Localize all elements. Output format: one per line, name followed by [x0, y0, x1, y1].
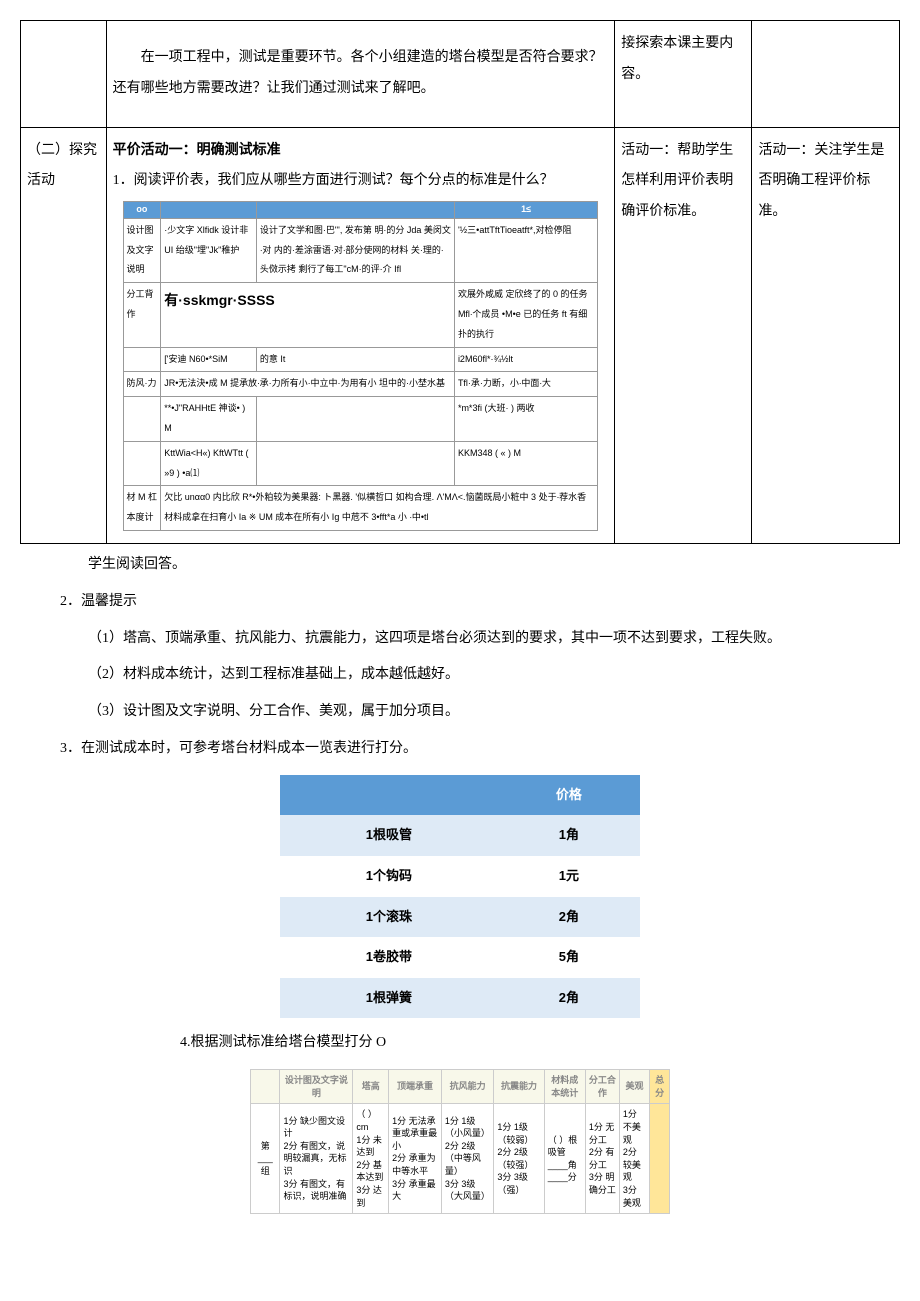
col1-row1	[21, 21, 107, 128]
cell-quake: 1分 1级（较弱） 2分 2级（较强） 3分 3级（强）	[494, 1104, 544, 1214]
activity-q1: 1．阅读评价表，我们应从哪些方面进行测试？每个分点的标准是什么？	[113, 166, 609, 197]
tip-3: （3）设计图及文字说明、分工合作、美观，属于加分项目。	[60, 697, 860, 728]
activity-cell: 平价活动一：明确测试标准 1．阅读评价表，我们应从哪些方面进行测试？每个分点的标…	[106, 127, 615, 543]
eval-h2	[256, 202, 454, 219]
tip-2: （2）材料成本统计，达到工程标准基础上，成本越低越好。	[60, 660, 860, 691]
intro-text: 在一项工程中，测试是重要环节。各个小组建造的塔台模型是否符合要求？还有哪些地方需…	[113, 43, 609, 105]
eval-h1	[161, 202, 257, 219]
price-item: 1根吸管	[280, 815, 498, 856]
cell-total	[650, 1104, 670, 1214]
sh-0	[251, 1070, 280, 1104]
cell-height: （ ）cm 1分 未达到 2分 基本达到 3分 达到	[353, 1104, 389, 1214]
cell-weight: 1分 无法承重或承重最小 2分 承重为中等水平 3分 承重最大	[389, 1104, 442, 1214]
section-label: （二）探究活动	[21, 127, 107, 543]
price-value: 1角	[498, 815, 640, 856]
sh-4: 抗风能力	[441, 1070, 494, 1104]
score-row-label: 第___组	[251, 1104, 280, 1214]
sh-1: 设计图及文字说明	[280, 1070, 353, 1104]
cell-beauty: 1分 不美观 2分 较美观 3分 美观	[619, 1104, 649, 1214]
price-item: 1卷胶带	[280, 937, 498, 978]
cell-coop: 1分 无分工 2分 有分工 3分 明确分工	[585, 1104, 619, 1214]
lesson-plan-table: 在一项工程中，测试是重要环节。各个小组建造的塔台模型是否符合要求？还有哪些地方需…	[20, 20, 900, 544]
right2-row2: 活动一：关注学生是否明确工程评价标准。	[752, 127, 900, 543]
score-table: 设计图及文字说明 塔高 顶端承重 抗风能力 抗震能力 材料成本统计 分工合作 美…	[250, 1069, 670, 1214]
cell-design: 1分 缺少图文设计 2分 有图文，说明较漏真，无标识 3分 有图文，有标识，说明…	[280, 1104, 353, 1214]
price-value: 2角	[498, 978, 640, 1019]
price-value: 1元	[498, 856, 640, 897]
price-item: 1个钩码	[280, 856, 498, 897]
price-row: 1个滚珠2角	[280, 897, 640, 938]
cell-wind: 1分 1级（小风量） 2分 2级（中等风量） 3分 3级（大风量）	[441, 1104, 494, 1214]
intro-cell: 在一项工程中，测试是重要环节。各个小组建造的塔台模型是否符合要求？还有哪些地方需…	[106, 21, 615, 128]
price-header-item	[280, 775, 498, 816]
step-3: 3．在测试成本时，可参考塔台材料成本一览表进行打分。	[60, 734, 860, 765]
cell-cost: （ ）根吸管 ____角 ____分	[544, 1104, 585, 1214]
body-section: 学生阅读回答。 2．温馨提示 （1）塔高、顶端承重、抗风能力、抗震能力，这四项是…	[60, 550, 860, 1214]
sh-9: 总分	[650, 1070, 670, 1104]
right2-row1	[752, 21, 900, 128]
sh-8: 美观	[619, 1070, 649, 1104]
price-item: 1个滚珠	[280, 897, 498, 938]
price-row: 1个钩码1元	[280, 856, 640, 897]
sh-6: 材料成本统计	[544, 1070, 585, 1104]
tips-heading: 2．温馨提示	[60, 587, 860, 618]
sh-3: 顶端承重	[389, 1070, 442, 1104]
price-table: 价格 1根吸管1角1个钩码1元1个滚珠2角1卷胶带5角1根弹簧2角	[280, 775, 640, 1019]
price-value: 2角	[498, 897, 640, 938]
right1-row2: 活动一：帮助学生怎样利用评价表明确评价标准。	[615, 127, 752, 543]
price-header-price: 价格	[498, 775, 640, 816]
price-row: 1根弹簧2角	[280, 978, 640, 1019]
price-row: 1卷胶带5角	[280, 937, 640, 978]
price-value: 5角	[498, 937, 640, 978]
mini-eval-table: oo 1≤ 设计图及文字说明·少文字 Xlfidk 设计非 UI 绐级"埋"Jk…	[123, 201, 599, 531]
sh-7: 分工合作	[585, 1070, 619, 1104]
sh-2: 塔高	[353, 1070, 389, 1104]
student-read: 学生阅读回答。	[60, 550, 860, 581]
right1-row1: 接探索本课主要内容。	[615, 21, 752, 128]
tip-1: （1）塔高、顶端承重、抗风能力、抗震能力，这四项是塔台必须达到的要求，其中一项不…	[60, 624, 860, 655]
eval-h3: 1≤	[454, 202, 597, 219]
price-row: 1根吸管1角	[280, 815, 640, 856]
activity-title: 平价活动一：明确测试标准	[113, 136, 609, 167]
eval-h0: oo	[123, 202, 161, 219]
sh-5: 抗震能力	[494, 1070, 544, 1104]
step-4: 4.根据测试标准给塔台模型打分 O	[180, 1028, 860, 1059]
price-item: 1根弹簧	[280, 978, 498, 1019]
